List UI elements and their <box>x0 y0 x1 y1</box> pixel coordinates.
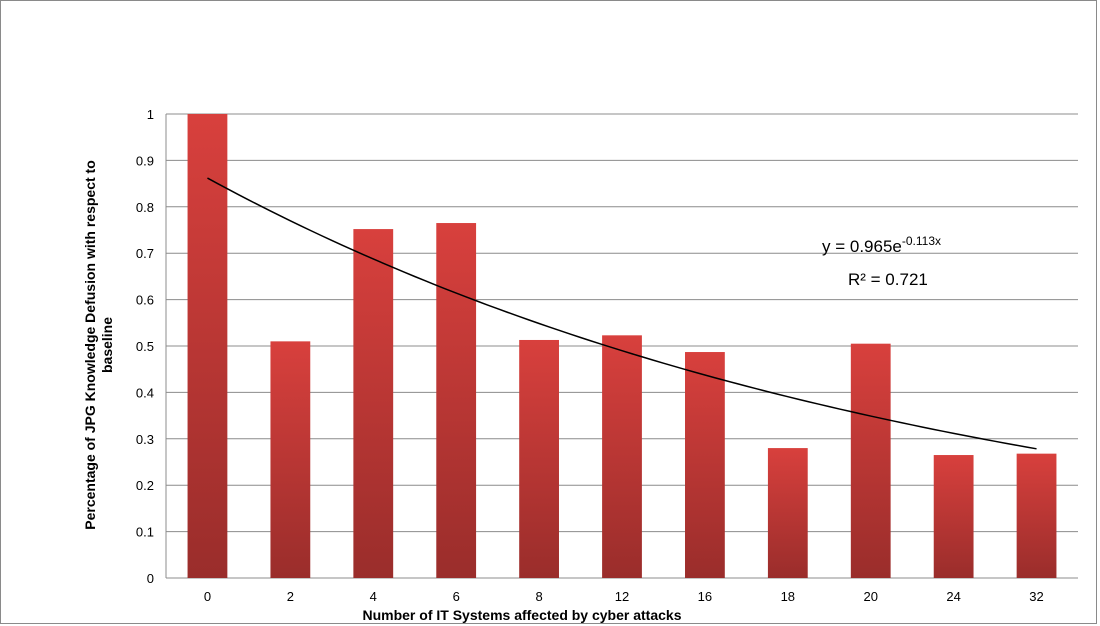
bar <box>270 341 311 578</box>
y-tick-label: 0 <box>147 571 154 586</box>
y-tick-label: 0.2 <box>136 478 154 493</box>
y-tick-label: 0.7 <box>136 246 154 261</box>
y-tick-label: 1 <box>147 107 154 122</box>
trendline-equation-base: y = 0.965e <box>822 237 902 256</box>
trendline-r-squared: R² = 0.721 <box>848 270 928 289</box>
x-tick-label: 0 <box>204 589 211 604</box>
y-axis-title-line2: baseline <box>99 317 115 373</box>
bar <box>685 352 725 578</box>
bar <box>353 229 394 578</box>
x-tick-label: 6 <box>453 589 460 604</box>
y-tick-label: 0.6 <box>136 293 154 308</box>
tick-labels: 00.10.20.30.40.50.60.70.80.910 2 4 6 8 12 16 18… <box>136 107 1044 604</box>
bar <box>1016 453 1057 578</box>
y-axis-title-line1: Percentage of JPG Knowledge Defusion wit… <box>82 160 98 530</box>
bar <box>436 223 477 579</box>
x-tick-label: 2 <box>287 589 294 604</box>
x-tick-label: 18 <box>781 589 795 604</box>
x-tick-label: 8 <box>535 589 542 604</box>
gridlines <box>165 113 1078 579</box>
x-tick-label: 32 <box>1029 589 1043 604</box>
bar <box>850 343 891 578</box>
y-axis-title: Percentage of JPG Knowledge Defusion wit… <box>82 160 115 530</box>
y-tick-label: 0.5 <box>136 339 154 354</box>
trendline-curve <box>207 177 1037 450</box>
y-tick-label: 0.4 <box>136 385 154 400</box>
x-tick-label: 24 <box>946 589 960 604</box>
bar <box>602 335 642 578</box>
trendline-equation: y = 0.965e-0.113x <box>822 234 941 256</box>
x-tick-label: 4 <box>370 589 377 604</box>
y-tick-label: 0.8 <box>136 200 154 215</box>
bar <box>519 339 559 578</box>
x-tick-label: 12 <box>615 589 629 604</box>
y-tick-label: 0.1 <box>136 525 154 540</box>
x-tick-label: 16 <box>698 589 712 604</box>
bar <box>767 448 808 578</box>
bar <box>187 114 228 578</box>
bars <box>187 114 1057 579</box>
trendline <box>207 177 1037 450</box>
bar <box>933 455 974 578</box>
trendline-equation-exponent: -0.113x <box>902 234 941 248</box>
y-tick-label: 0.9 <box>136 153 154 168</box>
x-tick-label: 20 <box>863 589 877 604</box>
x-axis-title: Number of IT Systems affected by cyber a… <box>362 607 681 623</box>
y-tick-label: 0.3 <box>136 432 154 447</box>
